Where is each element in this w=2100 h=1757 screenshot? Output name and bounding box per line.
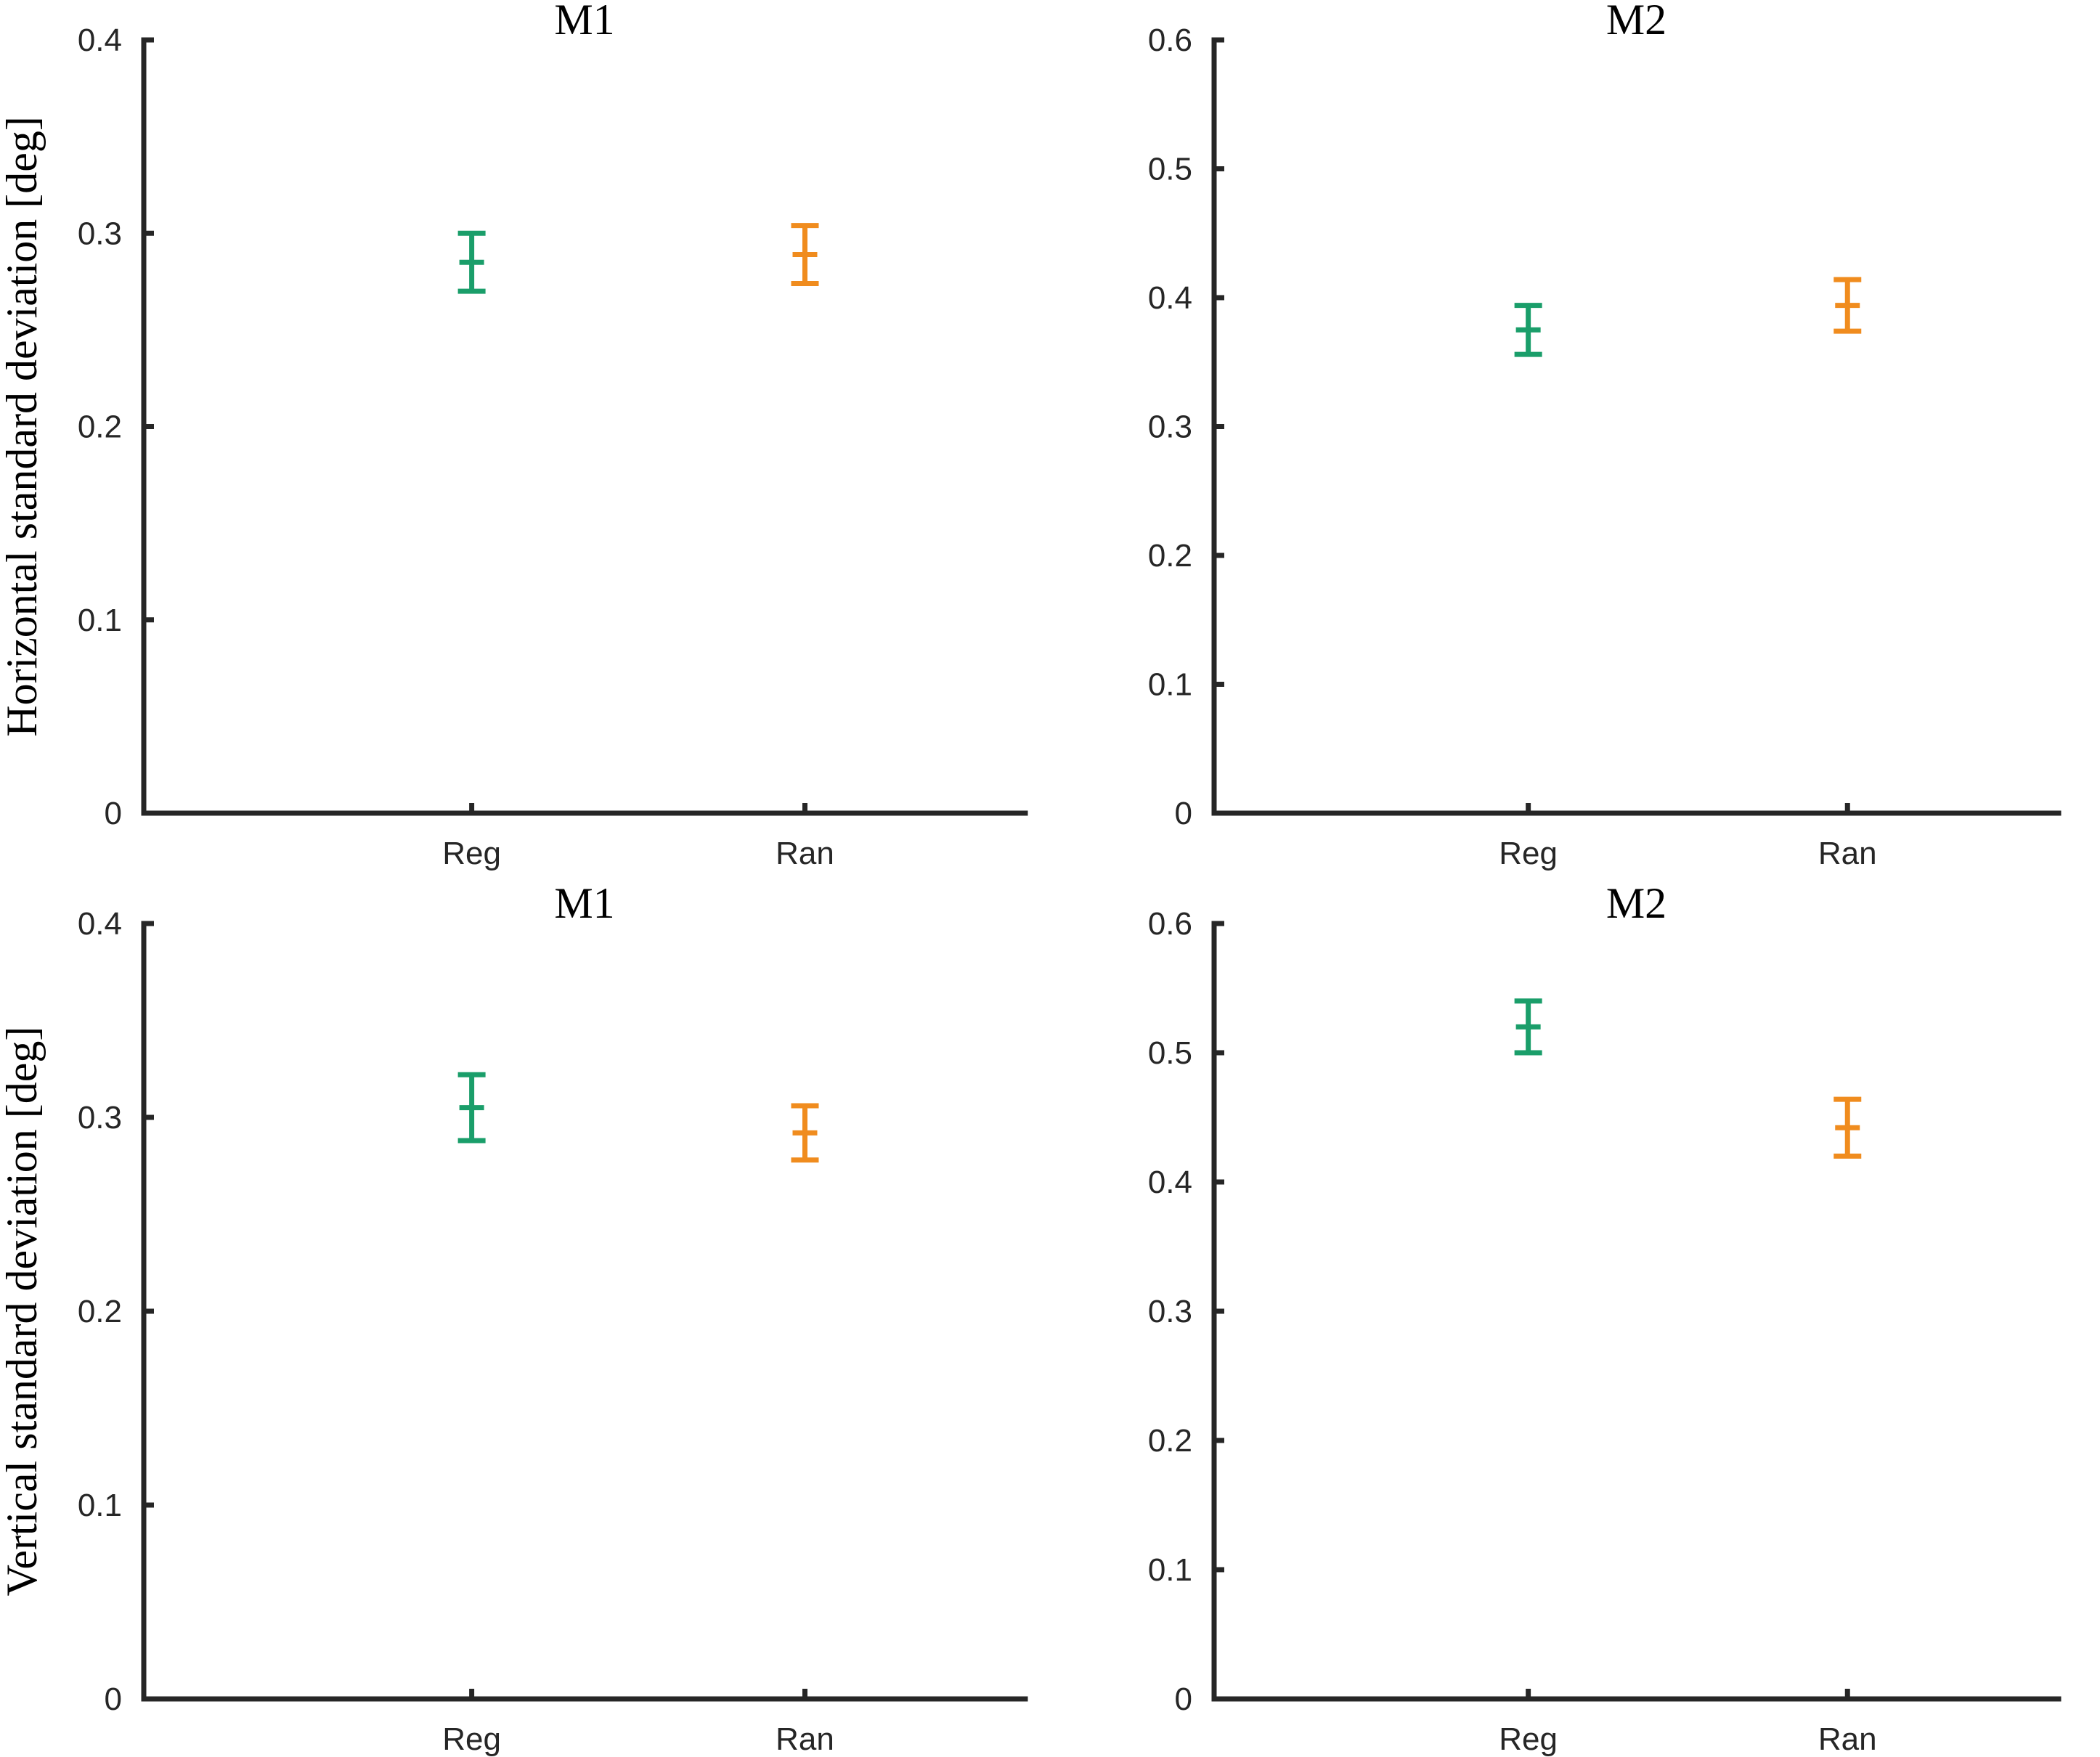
- y-tick-label: 0.4: [78, 906, 122, 942]
- y-tick-label: 0.2: [1148, 538, 1192, 574]
- panel-1: 0 0.1 0.2 0.3 0.4 Reg Ran M1 Horizontal standard…: [0, 0, 1028, 871]
- y-tick-label: 0.1: [1148, 667, 1192, 703]
- y-tick-label: 0.1: [78, 1488, 122, 1523]
- panel-title: M2: [1606, 879, 1666, 927]
- x-tick-label: Ran: [1818, 1721, 1877, 1757]
- y-axis-label: Vertical standard deviation [deg]: [0, 1027, 46, 1597]
- x-tick-label: Reg: [1499, 836, 1558, 871]
- y-tick-label: 0.2: [78, 1294, 122, 1329]
- y-tick-label: 0.3: [1148, 409, 1192, 445]
- y-tick-label: 0.4: [1148, 1165, 1192, 1200]
- errorbar-reg: [457, 230, 486, 294]
- y-tick-label: 0.4: [78, 23, 122, 58]
- y-tick-label: 0: [105, 796, 122, 831]
- panel-title: M1: [554, 0, 614, 44]
- x-tick-label: Ran: [776, 1721, 834, 1757]
- y-tick-label: 0.3: [78, 1100, 122, 1136]
- errorbar-reg: [1514, 303, 1542, 357]
- y-tick-label: 0.4: [1148, 280, 1192, 316]
- x-tick-label: Reg: [1499, 1721, 1558, 1757]
- x-tick-label: Ran: [1818, 836, 1877, 871]
- y-tick-label: 0.5: [1148, 152, 1192, 187]
- panel-2: 0 0.1 0.2 0.3 0.4 0.5 0.6 Reg Ran M2: [1148, 0, 2062, 871]
- y-axis-label: Horizontal standard deviation [deg]: [0, 116, 46, 737]
- y-tick-label: 0.1: [78, 603, 122, 638]
- errorbar-ran: [791, 1103, 819, 1163]
- y-tick-label: 0.6: [1148, 23, 1192, 58]
- x-tick-label: Reg: [442, 1721, 501, 1757]
- panel-title: M2: [1606, 0, 1666, 44]
- errorbar-ran: [1834, 277, 1862, 334]
- y-tick-label: 0.3: [78, 216, 122, 251]
- errorbar-ran: [791, 223, 819, 286]
- y-tick-label: 0.5: [1148, 1035, 1192, 1071]
- y-tick-label: 0: [105, 1681, 122, 1717]
- y-tick-label: 0.6: [1148, 906, 1192, 942]
- errorbar-ran: [1834, 1096, 1862, 1159]
- y-tick-label: 0: [1175, 1681, 1192, 1717]
- y-tick-label: 0.2: [78, 409, 122, 445]
- x-tick-label: Ran: [776, 836, 834, 871]
- y-tick-label: 0.3: [1148, 1294, 1192, 1329]
- x-tick-label: Reg: [442, 836, 501, 871]
- panel-3: 0 0.1 0.2 0.3 0.4 Reg Ran M1 Vertical standard d…: [0, 879, 1028, 1757]
- y-tick-label: 0: [1175, 796, 1192, 831]
- errorbar-reg: [1514, 998, 1542, 1056]
- y-tick-label: 0.2: [1148, 1423, 1192, 1459]
- panel-title: M1: [554, 879, 614, 927]
- errorbar-reg: [457, 1072, 486, 1144]
- y-tick-label: 0.1: [1148, 1552, 1192, 1588]
- panel-4: 0 0.1 0.2 0.3 0.4 0.5 0.6 Reg Ran M2: [1148, 879, 2062, 1757]
